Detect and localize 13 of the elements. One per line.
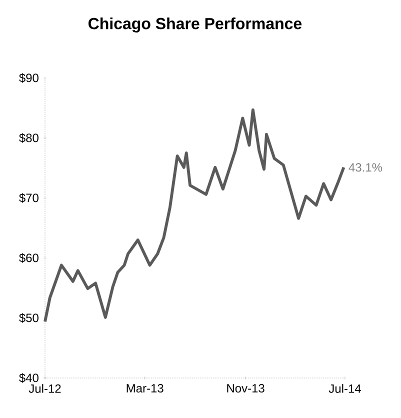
x-tick-label: Jul-12 — [28, 384, 61, 393]
y-tick-label: $80 — [19, 133, 38, 143]
y-tick-label: $90 — [19, 73, 38, 83]
x-tick-label: Mar-13 — [126, 384, 164, 393]
annotation: 43.1% — [348, 163, 382, 172]
line-series — [44, 108, 346, 324]
x-tick-label: Jul-14 — [328, 384, 361, 393]
chart-title: Chicago Share Performance — [88, 18, 302, 32]
y-tick-label: $50 — [19, 313, 38, 323]
x-tick-label: Nov-13 — [227, 384, 264, 393]
y-tick-label: $60 — [19, 253, 38, 263]
y-tick-label: $70 — [19, 193, 38, 203]
y-tick-label: $40 — [19, 373, 38, 383]
